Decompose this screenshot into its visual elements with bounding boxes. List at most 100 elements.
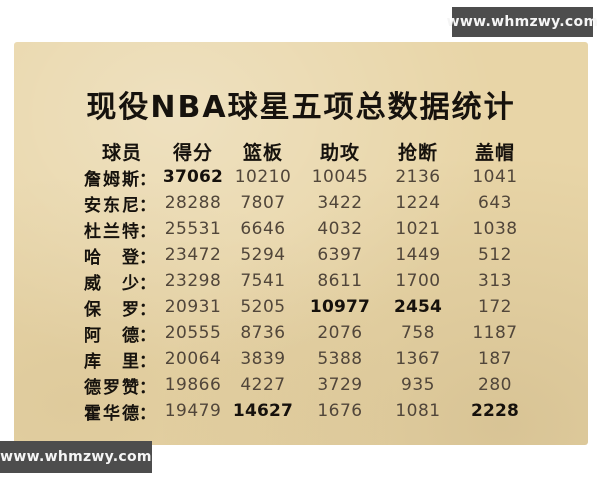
watermark-bottom-left: www.whmzwy.com xyxy=(0,441,152,473)
player-name-cell: 保罗： xyxy=(84,295,160,320)
name-colon: ： xyxy=(139,377,156,398)
cell-assists: 2076 xyxy=(317,323,363,343)
column-header-points: 得分 xyxy=(172,142,213,164)
player-name: 安东尼 xyxy=(84,195,139,216)
name-colon: ： xyxy=(139,195,156,216)
stats-table: 球员 得分 篮板 助攻 抢断 盖帽 詹姆斯： 37062 10210 10045 2136 1041… xyxy=(84,138,536,424)
table-row: 安东尼： 28288 7807 3422 1224 643 xyxy=(84,190,536,216)
cell-steals: 1700 xyxy=(395,271,441,291)
cell-blocks: 313 xyxy=(478,271,512,291)
name-colon: ： xyxy=(139,403,156,424)
name-colon: ： xyxy=(139,273,156,294)
player-name-cell: 德罗赞： xyxy=(84,373,160,398)
cell-points: 19866 xyxy=(164,375,222,395)
column-header-steals: 抢断 xyxy=(397,142,438,164)
cell-assists: 4032 xyxy=(317,219,363,239)
cell-assists: 5388 xyxy=(317,349,363,369)
table-row: 杜兰特： 25531 6646 4032 1021 1038 xyxy=(84,216,536,242)
cell-points: 23472 xyxy=(164,245,222,265)
table-row: 威少： 23298 7541 8611 1700 313 xyxy=(84,268,536,294)
player-name-cell: 詹姆斯： xyxy=(84,165,160,190)
table-row: 库里： 20064 3839 5388 1367 187 xyxy=(84,346,536,372)
cell-points: 28288 xyxy=(164,193,222,213)
column-header-assists: 助攻 xyxy=(319,142,360,164)
cell-blocks: 280 xyxy=(478,375,512,395)
cell-rebounds: 3839 xyxy=(240,349,286,369)
cell-blocks: 643 xyxy=(478,193,512,213)
player-name-cell: 威少： xyxy=(84,269,160,294)
cell-blocks: 187 xyxy=(478,349,512,369)
cell-steals: 1224 xyxy=(395,193,441,213)
player-name: 阿德 xyxy=(84,325,139,346)
cell-points: 20931 xyxy=(164,297,222,317)
cell-steals: 2454 xyxy=(393,297,443,317)
cell-rebounds: 5205 xyxy=(240,297,286,317)
cell-blocks: 1041 xyxy=(472,167,518,187)
cell-steals: 758 xyxy=(401,323,435,343)
cell-assists: 3729 xyxy=(317,375,363,395)
watermark-top-right: www.whmzwy.com xyxy=(447,7,598,37)
player-name-cell: 霍华德： xyxy=(84,399,160,424)
cell-points: 19479 xyxy=(164,401,222,421)
player-name: 詹姆斯 xyxy=(84,169,139,190)
cell-rebounds: 5294 xyxy=(240,245,286,265)
cell-blocks: 1187 xyxy=(472,323,518,343)
cell-assists: 3422 xyxy=(317,193,363,213)
table-row: 阿德： 20555 8736 2076 758 1187 xyxy=(84,320,536,346)
cell-rebounds: 8736 xyxy=(240,323,286,343)
cell-rebounds: 7541 xyxy=(240,271,286,291)
cell-blocks: 1038 xyxy=(472,219,518,239)
table-row: 保罗： 20931 5205 10977 2454 172 xyxy=(84,294,536,320)
player-name: 库里 xyxy=(84,351,139,372)
name-colon: ： xyxy=(139,325,156,346)
name-colon: ： xyxy=(139,351,156,372)
player-name-cell: 杜兰特： xyxy=(84,217,160,242)
player-name: 德罗赞 xyxy=(84,377,139,398)
table-row: 哈登： 23472 5294 6397 1449 512 xyxy=(84,242,536,268)
cell-rebounds: 14627 xyxy=(232,401,294,421)
player-name: 杜兰特 xyxy=(84,221,139,242)
cell-assists: 1676 xyxy=(317,401,363,421)
player-name: 霍华德 xyxy=(84,403,139,424)
cell-assists: 10045 xyxy=(311,167,369,187)
cell-points: 37062 xyxy=(162,167,224,187)
cell-points: 20064 xyxy=(164,349,222,369)
cell-rebounds: 6646 xyxy=(240,219,286,239)
table-row: 霍华德： 19479 14627 1676 1081 2228 xyxy=(84,398,536,424)
name-colon: ： xyxy=(139,299,156,320)
name-colon: ： xyxy=(139,169,156,190)
player-name-cell: 库里： xyxy=(84,347,160,372)
table-row: 詹姆斯： 37062 10210 10045 2136 1041 xyxy=(84,164,536,190)
cell-rebounds: 7807 xyxy=(240,193,286,213)
name-colon: ： xyxy=(139,221,156,242)
player-name: 威少 xyxy=(84,273,139,294)
name-colon: ： xyxy=(139,247,156,268)
player-name-cell: 哈登： xyxy=(84,243,160,268)
stats-card: 现役NBA球星五项总数据统计 球员 得分 篮板 助攻 抢断 盖帽 詹姆斯： 37062 102… xyxy=(14,42,588,445)
cell-steals: 1081 xyxy=(395,401,441,421)
column-header-blocks: 盖帽 xyxy=(474,142,515,164)
player-name-cell: 安东尼： xyxy=(84,191,160,216)
cell-blocks: 172 xyxy=(478,297,512,317)
cell-steals: 935 xyxy=(401,375,435,395)
cell-points: 20555 xyxy=(164,323,222,343)
cell-steals: 1021 xyxy=(395,219,441,239)
cell-assists: 8611 xyxy=(317,271,363,291)
cell-blocks: 512 xyxy=(478,245,512,265)
cell-steals: 2136 xyxy=(395,167,441,187)
player-name: 保罗 xyxy=(84,299,139,320)
table-body: 詹姆斯： 37062 10210 10045 2136 1041 安东尼： 28288 7807… xyxy=(84,164,536,424)
cell-assists: 6397 xyxy=(317,245,363,265)
column-header-rebounds: 篮板 xyxy=(242,142,283,164)
player-name: 哈登 xyxy=(84,247,139,268)
table-row: 德罗赞： 19866 4227 3729 935 280 xyxy=(84,372,536,398)
cell-steals: 1449 xyxy=(395,245,441,265)
cell-assists: 10977 xyxy=(309,297,371,317)
table-header-row: 球员 得分 篮板 助攻 抢断 盖帽 xyxy=(84,138,536,164)
column-header-player: 球员 xyxy=(102,142,143,164)
page-title: 现役NBA球星五项总数据统计 xyxy=(86,90,516,125)
cell-steals: 1367 xyxy=(395,349,441,369)
cell-blocks: 2228 xyxy=(470,401,520,421)
cell-rebounds: 4227 xyxy=(240,375,286,395)
